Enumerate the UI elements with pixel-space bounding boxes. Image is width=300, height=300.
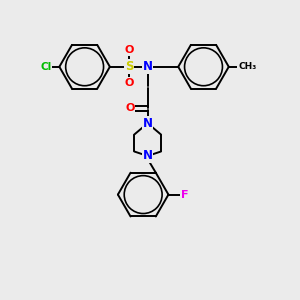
Text: S: S xyxy=(125,60,134,73)
Text: CH₃: CH₃ xyxy=(238,62,256,71)
Text: N: N xyxy=(142,60,153,73)
Text: O: O xyxy=(124,78,134,88)
Text: O: O xyxy=(124,45,134,56)
Text: F: F xyxy=(181,190,188,200)
Text: N: N xyxy=(142,149,153,162)
Text: O: O xyxy=(125,103,134,113)
Text: Cl: Cl xyxy=(40,62,52,72)
Text: N: N xyxy=(142,117,153,130)
